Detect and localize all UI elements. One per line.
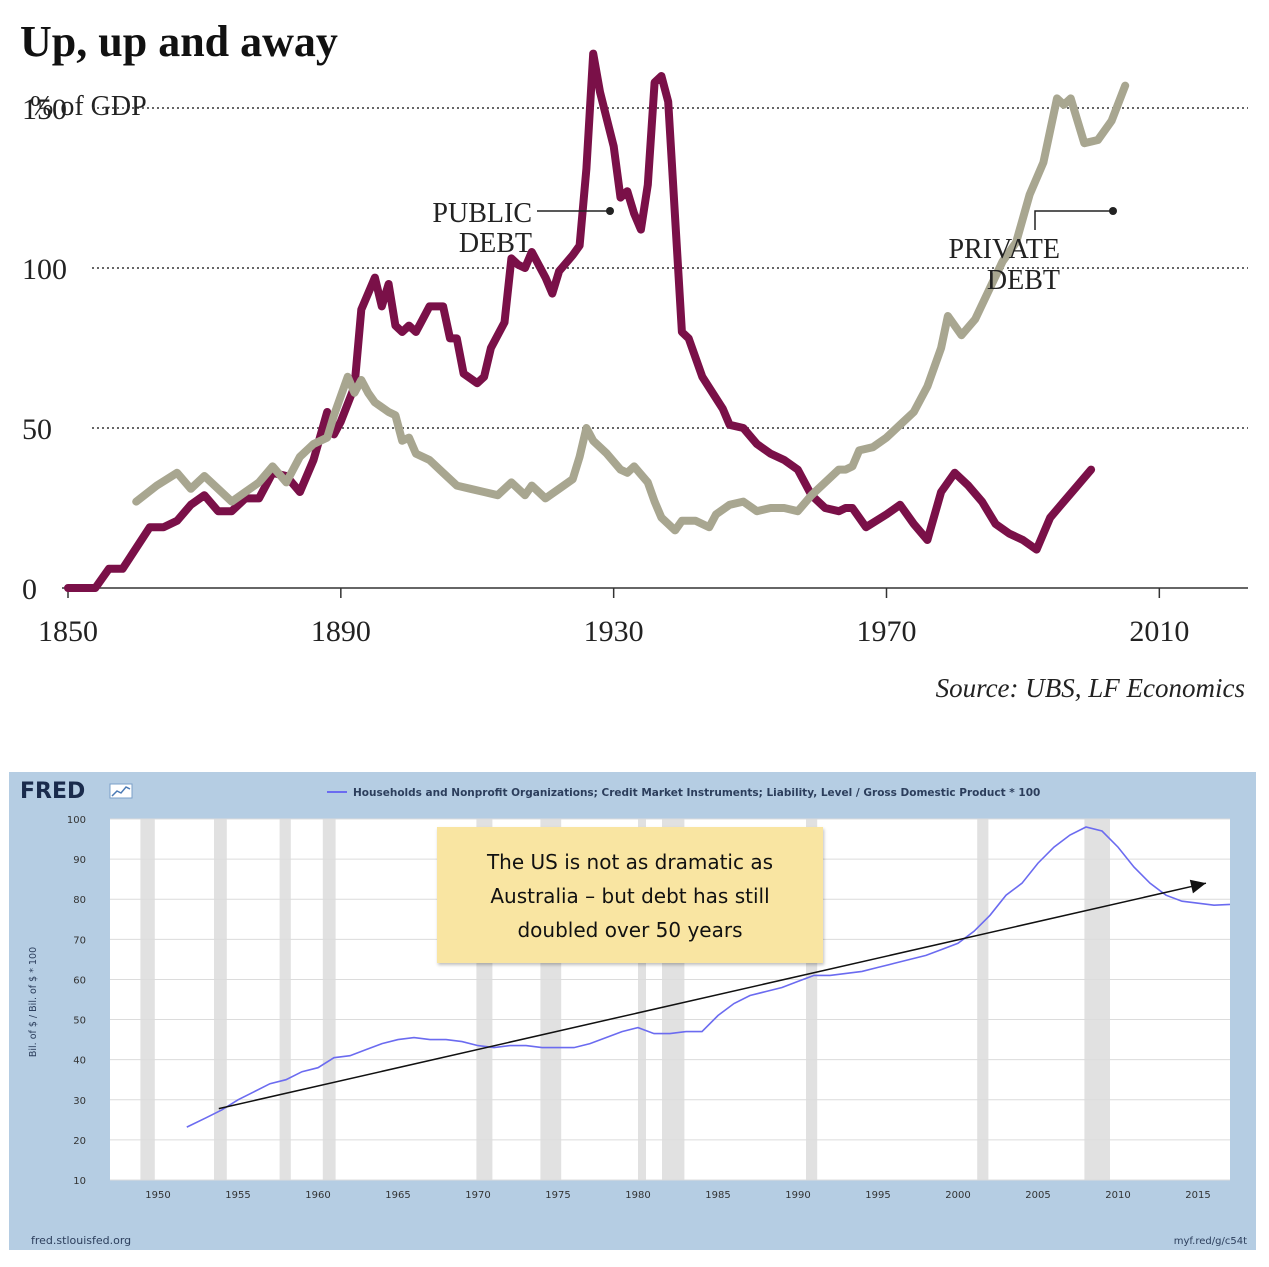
x-tick-label-2005: 2005: [1025, 1190, 1050, 1201]
recession-band-10: [1084, 819, 1110, 1180]
y-tick-label-80: 80: [73, 895, 86, 906]
y-axis-label: % of GDP: [30, 91, 147, 122]
annotations: PUBLIC DEBT PRIVATE DEBT: [432, 198, 1117, 296]
x-tick-label-1980: 1980: [625, 1190, 650, 1201]
x-tick-label-1930: 1930: [584, 615, 644, 648]
public-debt-label-line2: DEBT: [459, 228, 532, 259]
y-tick-labels: 10 20 30 40 50 60 70 80 90 100: [67, 815, 86, 1187]
sticky-note-annotation: The US is not as dramatic as Australia –…: [437, 827, 823, 963]
x-tick-label-1990: 1990: [785, 1190, 810, 1201]
private-debt-label-line2: DEBT: [987, 265, 1060, 296]
x-tick-label-1960: 1960: [305, 1190, 330, 1201]
private-debt-leader-dot: [1109, 207, 1117, 215]
y-tick-label-60: 60: [73, 975, 86, 986]
public-debt-line: [64, 49, 1096, 592]
note-line-1: The US is not as dramatic as: [486, 850, 774, 874]
y-tick-label-20: 20: [73, 1136, 86, 1147]
recession-band-6: [638, 819, 646, 1180]
public-debt-leader-dot: [606, 207, 614, 215]
note-line-3: doubled over 50 years: [517, 918, 743, 942]
private-debt-line: [132, 81, 1130, 535]
x-tick-label-1995: 1995: [865, 1190, 890, 1201]
fred-logo[interactable]: FRED: [20, 779, 86, 804]
x-tick-label-1955: 1955: [225, 1190, 250, 1201]
note-line-2: Australia – but debt has still: [490, 884, 770, 908]
private-debt-label-line1: PRIVATE: [948, 234, 1060, 265]
public-debt-label-line1: PUBLIC: [432, 198, 532, 229]
y-tick-label-90: 90: [73, 855, 86, 866]
fred-short-url[interactable]: myf.red/g/c54t: [1174, 1236, 1247, 1247]
household-debt-line: [186, 826, 1231, 1128]
x-tick-label-1970: 1970: [856, 615, 916, 648]
x-tick-label-2000: 2000: [945, 1190, 970, 1201]
y-tick-labels: 0 50 100 150: [22, 93, 67, 606]
trend-arrow-head: [1189, 879, 1206, 894]
trend-arrow-line: [218, 882, 1207, 1110]
private-debt-leader-line: [1034, 210, 1113, 230]
fred-chart-panel: 10 20 30 40 50 60 70 80 90 100 1950 1955 1960 1965 19…: [9, 772, 1256, 1250]
y-tick-label-50: 50: [22, 413, 52, 446]
recession-band-2: [279, 819, 291, 1180]
recession-band-0: [140, 819, 155, 1180]
source-note: Source: UBS, LF Economics: [936, 673, 1245, 703]
legend-label: Households and Nonprofit Organizations; …: [353, 787, 1040, 799]
y-tick-label-0: 0: [22, 573, 37, 606]
recession-band-9: [977, 819, 989, 1180]
y-tick-label-40: 40: [73, 1056, 86, 1067]
y-tick-label-70: 70: [73, 935, 86, 946]
chart-title: Up, up and away: [20, 17, 338, 66]
y-tick-label-50: 50: [73, 1016, 86, 1027]
fred-logo-chart-icon: [109, 783, 133, 799]
x-tick-label-2010: 2010: [1129, 615, 1189, 648]
recession-band-8: [806, 819, 818, 1180]
series-lines: [64, 49, 1130, 592]
y-tick-label-10: 10: [73, 1176, 86, 1187]
y-tick-label-30: 30: [73, 1096, 86, 1107]
x-tick-label-1970: 1970: [465, 1190, 490, 1201]
y-tick-label-100: 100: [67, 815, 86, 826]
x-tick-label-1950: 1950: [145, 1190, 170, 1201]
recession-band-3: [322, 819, 336, 1180]
x-tick-label-1975: 1975: [545, 1190, 570, 1201]
y-axis-label: Bil. of $ / Bil. of $ * 100: [28, 947, 39, 1057]
recession-band-1: [214, 819, 227, 1180]
x-tick-labels: 1950 1955 1960 1965 1970 1975 1980 1985 1990 1995…: [145, 1190, 1210, 1201]
x-tick-label-2010: 2010: [1105, 1190, 1130, 1201]
y-tick-label-150: 150: [22, 93, 67, 126]
gridlines: [62, 107, 1248, 589]
x-tick-label-1965: 1965: [385, 1190, 410, 1201]
x-tick-labels: 1850 1890 1930 1970 2010: [38, 588, 1189, 648]
fred-site-link[interactable]: fred.stlouisfed.org: [31, 1234, 131, 1247]
y-tick-label-100: 100: [22, 253, 67, 286]
x-tick-label-1985: 1985: [705, 1190, 730, 1201]
x-tick-label-2015: 2015: [1185, 1190, 1210, 1201]
x-tick-label-1890: 1890: [311, 615, 371, 648]
x-tick-label-1850: 1850: [38, 615, 98, 648]
series-lines: [186, 826, 1231, 1128]
